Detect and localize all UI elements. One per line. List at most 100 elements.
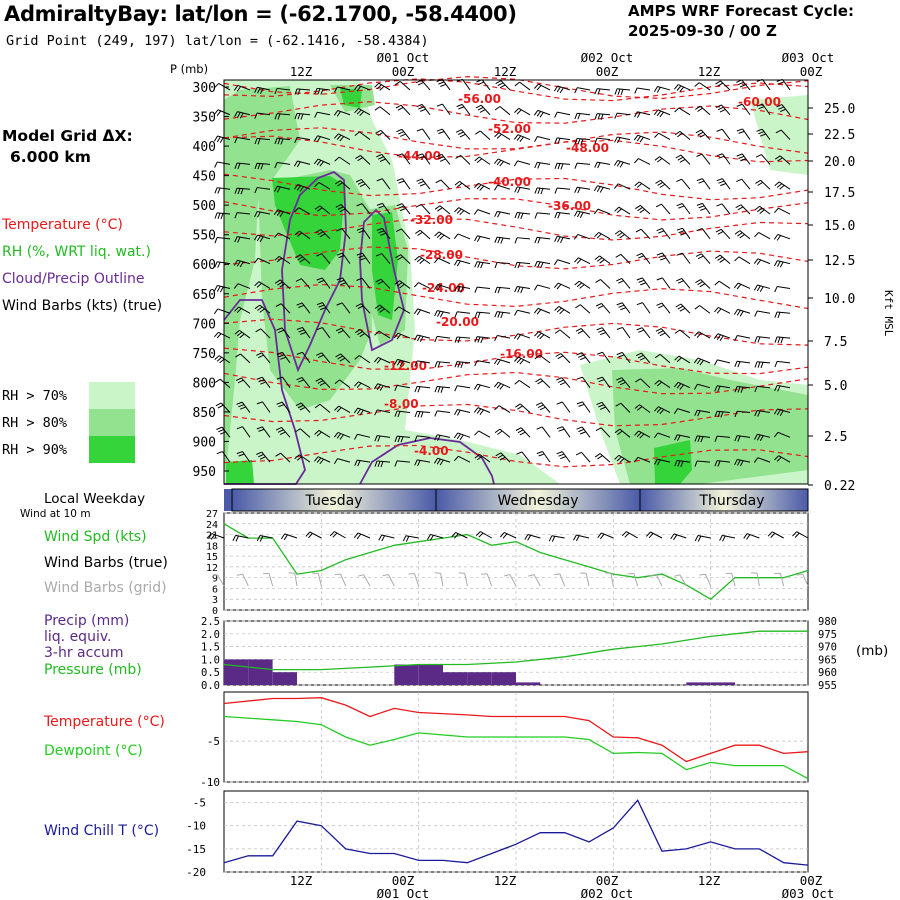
- wind-barb-grid: [679, 574, 687, 587]
- cross-section-wind-barb: [737, 386, 751, 389]
- cross-section-wind-barb: [313, 158, 319, 165]
- cross-section-wind-barb: [734, 435, 738, 442]
- cross-section-wind-barb: [297, 88, 311, 91]
- cross-section-wind-barb: [536, 332, 542, 338]
- cross-section-wind-barb: [314, 182, 320, 187]
- cross-section-wind-barb: [679, 329, 691, 339]
- cross-section-wind-barb: [554, 329, 561, 334]
- cross-section-wind-barb: [698, 205, 705, 209]
- cross-section-wind-barb: [257, 112, 271, 116]
- cross-section-wind-barb: [496, 383, 502, 389]
- cross-section-wind-barb: [395, 104, 402, 109]
- cross-section-wind-barb: [474, 156, 480, 162]
- cross-section-wind-barb: [597, 113, 601, 120]
- cross-section-wind-barb: [477, 209, 491, 215]
- cross-section-wind-barb: [575, 328, 582, 332]
- cross-section-wind-barb: [257, 453, 264, 458]
- cross-section-wind-barb: [576, 352, 583, 356]
- cross-section-wind-barb: [457, 131, 464, 136]
- wind-barb-grid: [655, 574, 663, 587]
- cross-section-wind-barb: [278, 232, 291, 240]
- wind-barb-true: [259, 535, 273, 539]
- cross-section-wind-barb: [374, 357, 379, 363]
- wind-barb-true: [694, 535, 699, 542]
- cross-section-wind-barb: [577, 138, 581, 145]
- cross-section-wind-barb: [636, 252, 643, 257]
- cross-section-wind-barb: [237, 283, 251, 289]
- cross-section-wind-barb: [636, 112, 641, 118]
- cross-section-wind-barb: [756, 434, 761, 441]
- cross-section-wind-barb: [417, 460, 421, 467]
- cross-section-wind-barb: [415, 203, 422, 208]
- cross-section-wind-barb: [698, 331, 711, 339]
- cross-section-wind-barb: [497, 430, 503, 435]
- precip-label: Precip (mm): [44, 613, 130, 629]
- cross-section-wind-barb: [774, 207, 779, 214]
- model-grid-value: 6.000 km: [10, 148, 91, 166]
- wind-barb-true: [551, 535, 565, 539]
- cross-section-wind-barb: [640, 282, 647, 286]
- cross-section-wind-barb: [662, 252, 671, 264]
- cross-section-wind-barb: [340, 353, 351, 364]
- pressure-tick: 700: [193, 317, 216, 332]
- cross-section-wind-barb: [514, 310, 518, 316]
- cross-section-wind-barb: [414, 334, 418, 341]
- cross-section-wind-barb: [414, 360, 418, 367]
- wind-barb-true: [504, 531, 517, 539]
- cross-section-wind-barb: [577, 210, 591, 215]
- cross-section-wind-barb: [575, 304, 581, 309]
- wind-barb-true: [648, 533, 654, 539]
- cross-section-wind-barb: [701, 253, 711, 264]
- cross-section-wind-barb: [615, 402, 622, 407]
- cross-section-wind-barb: [241, 401, 251, 413]
- cross-section-wind-barb: [377, 156, 384, 160]
- cross-section-wind-barb: [337, 458, 351, 463]
- cross-section-wind-barb: [440, 83, 447, 87]
- cross-section-wind-barb: [220, 402, 231, 413]
- cross-section-wind-barb: [216, 110, 222, 117]
- cross-section-wind-barb: [557, 162, 571, 165]
- cross-section-wind-barb: [656, 459, 661, 466]
- cross-section-wind-barb: [653, 86, 658, 92]
- isotherm-label: -4.00: [414, 444, 449, 458]
- pressure-tick: 900: [193, 435, 216, 450]
- cross-section-wind-barb: [474, 286, 478, 293]
- top-hour-label: 00Z: [392, 64, 415, 79]
- cross-section-wind-barb: [737, 435, 741, 442]
- cross-section-wind-barb: [757, 457, 771, 463]
- cross-section-wind-barb: [561, 377, 571, 389]
- cross-section-wind-barb: [282, 376, 291, 388]
- cross-section-wind-barb: [236, 451, 243, 455]
- cross-section-wind-barb: [516, 358, 522, 364]
- cross-section-wind-barb: [639, 205, 651, 215]
- cross-section-wind-barb: [496, 359, 501, 366]
- cross-section-wind-barb: [558, 453, 565, 457]
- cross-section-wind-barb: [675, 303, 682, 308]
- cross-section-wind-barb: [354, 108, 359, 114]
- cross-section-wind-barb: [397, 256, 404, 261]
- cross-section-wind-barb: [479, 109, 486, 113]
- cross-section-wind-barb: [476, 158, 483, 163]
- cross-section-wind-barb: [359, 183, 366, 188]
- cross-section-wind-barb: [537, 307, 551, 314]
- cross-section-wind-barb: [336, 277, 343, 281]
- cross-section-wind-barb: [557, 259, 571, 265]
- cross-section-wind-barb: [358, 230, 365, 234]
- cross-section-wind-barb: [415, 79, 422, 84]
- cross-section-wind-barb: [399, 283, 405, 289]
- cross-section-wind-barb: [420, 183, 426, 187]
- cross-section-wind-barb: [280, 452, 291, 463]
- cross-section-wind-barb: [676, 252, 683, 256]
- cross-section-wind-barb: [517, 160, 531, 165]
- cross-section-wind-barb: [554, 163, 558, 169]
- cross-section-wind-barb: [454, 385, 458, 392]
- height-tick: 10.0: [824, 292, 855, 307]
- cross-section-wind-barb: [478, 182, 491, 190]
- cross-section-wind-barb: [697, 131, 704, 136]
- pressure-tick: 850: [193, 406, 216, 421]
- cross-section-wind-barb: [398, 205, 405, 209]
- wind-barb-true: [621, 531, 627, 537]
- cross-section-wind-barb: [436, 128, 443, 132]
- top-hour-label: 12Z: [290, 64, 313, 79]
- cross-section-wind-barb: [497, 334, 511, 339]
